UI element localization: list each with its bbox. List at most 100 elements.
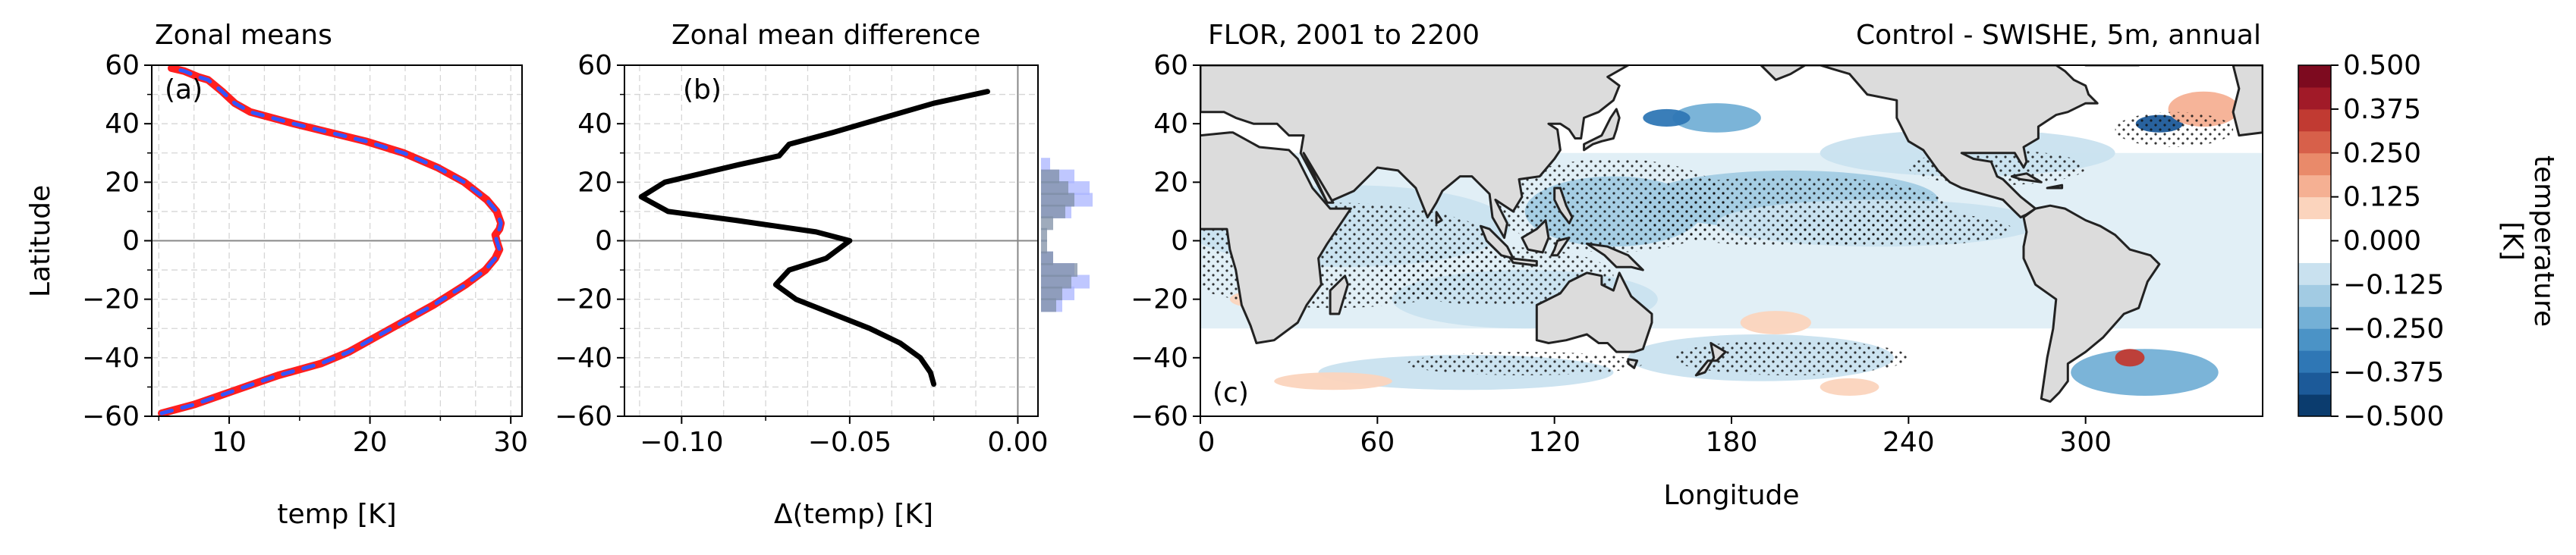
x-tick-label: 60 [1360, 427, 1395, 458]
y-tick-label: −20 [82, 284, 140, 315]
x-tick-label: 30 [493, 427, 528, 458]
panel-b-x-ticks: −0.10 −0.05 0.00 [640, 416, 1048, 458]
y-tick-label: −20 [1131, 284, 1188, 315]
histogram-bar-steelgray [1041, 169, 1059, 183]
panel-a-x-ticks: 10 20 30 [158, 416, 528, 458]
stipple-region [1407, 352, 1643, 375]
land-sri-lanka [1435, 211, 1443, 224]
land-tasmania [1627, 358, 1639, 369]
y-tick-label: −60 [82, 401, 140, 432]
colorbar-tick-label: −0.375 [2343, 357, 2444, 388]
colorbar-band [2298, 196, 2331, 220]
histogram-bar-lavender [1041, 158, 1050, 172]
colorbar-tick-label: 0.125 [2343, 182, 2421, 213]
stipple-region [1776, 211, 2012, 247]
histogram-bar-steelgray [1041, 240, 1047, 254]
panel-b-lines [638, 89, 990, 387]
panel-a-title: Zonal means [155, 20, 332, 51]
land-java [1508, 257, 1538, 267]
colorbar-band [2298, 350, 2331, 373]
colorbar-tick-label: −0.500 [2343, 401, 2444, 432]
panel-b-title: Zonal mean difference [672, 20, 980, 51]
panel-a-y-ticks: −60 −40 −20 0 20 40 60 [82, 50, 152, 432]
anomaly-region [1672, 103, 1761, 133]
panel-b-histogram [1041, 158, 1093, 312]
y-tick-label: 60 [577, 50, 612, 81]
anomaly-region [1274, 372, 1392, 390]
colorbar-tick-label: −0.125 [2343, 269, 2444, 300]
land-japan [1583, 108, 1621, 152]
panel-c-x-ticks: 0 60 120 180 240 300 [1198, 416, 2112, 458]
panel-b-y-ticks: −60 −40 −20 0 20 40 60 [555, 50, 624, 432]
colorbar: −0.500 −0.375 −0.250 −0.125 0.000 0.125 0.250 0… [2298, 50, 2559, 432]
histogram-bar-steelgray [1041, 193, 1074, 207]
histogram-bar-steelgray [1041, 181, 1068, 196]
colorbar-label-line: [K] [2496, 221, 2527, 261]
colorbar-tick-label: 0.250 [2343, 138, 2421, 169]
x-tick-label: 240 [1882, 427, 1935, 458]
anomaly-region [1643, 108, 1691, 127]
colorbar-ticks: −0.500 −0.375 −0.250 −0.125 0.000 0.125 0.250 0… [2331, 50, 2444, 432]
panel-a-ylabel: Latitude [25, 185, 56, 297]
histogram-bar-steelgray [1041, 286, 1062, 300]
histogram-bar-steelgray [1041, 263, 1077, 278]
y-tick-label: 60 [1153, 50, 1188, 81]
histogram-bar-steelgray [1041, 298, 1056, 312]
colorbar-band [2298, 130, 2331, 154]
anomaly-region [2115, 349, 2145, 367]
panel-c-label: (c) [1213, 378, 1249, 409]
colorbar-band [2298, 306, 2331, 329]
histogram-bar-steelgray [1041, 227, 1047, 242]
difference-line [638, 89, 990, 387]
panel-a-lines [158, 65, 505, 416]
map-land [1200, 65, 2263, 403]
profile-line-1 [159, 66, 503, 415]
colorbar-band [2298, 328, 2331, 351]
y-tick-label: −60 [555, 401, 612, 432]
panel-c-title-right: Control - SWISHE, 5m, annual [1856, 20, 2261, 51]
land-arabia-gap [1302, 152, 1335, 204]
colorbar-band [2298, 108, 2331, 132]
y-tick-label: −40 [1131, 343, 1188, 374]
panel-c-y-ticks: −60 −40 −20 0 20 40 60 [1131, 50, 1200, 432]
panel-b-xlabel: Δ(temp) [K] [774, 499, 933, 530]
histogram-bar-steelgray [1041, 251, 1053, 265]
y-tick-label: 0 [1171, 226, 1188, 257]
histogram-bar-steelgray [1041, 216, 1053, 230]
colorbar-band [2298, 86, 2331, 110]
colorbar-band [2298, 65, 2331, 88]
histogram-bar-steelgray [1041, 204, 1065, 218]
colorbar-band [2298, 152, 2331, 176]
y-tick-label: 40 [1153, 108, 1188, 140]
land-europe-asia [1200, 65, 1630, 240]
y-tick-label: 40 [577, 108, 612, 140]
y-tick-label: 20 [1153, 167, 1188, 198]
land-new-guinea [1585, 242, 1644, 271]
x-tick-label: 0 [1198, 427, 1216, 458]
y-tick-label: 40 [105, 108, 140, 140]
anomaly-region [2071, 349, 2219, 396]
stipple-region [1672, 340, 1909, 375]
y-tick-label: 0 [595, 226, 612, 257]
land-north-america [1760, 65, 2099, 219]
colorbar-bands [2298, 65, 2331, 417]
colorbar-tick-label: −0.250 [2343, 313, 2444, 344]
colorbar-tick-label: 0.500 [2343, 50, 2421, 81]
panel-b: Zonal mean difference −60 −40 −20 0 20 40 60 −… [555, 20, 1093, 530]
y-tick-label: −20 [555, 284, 612, 315]
land-africa [1200, 131, 1352, 344]
x-tick-label: 300 [2059, 427, 2112, 458]
colorbar-band [2298, 372, 2331, 395]
panel-b-label: (b) [683, 74, 722, 105]
y-tick-label: 20 [577, 167, 612, 198]
x-tick-label: −0.05 [808, 427, 892, 458]
x-tick-label: 20 [353, 427, 388, 458]
colorbar-tick-label: 0.375 [2343, 94, 2421, 125]
anomaly-region [1820, 378, 1879, 396]
x-tick-label: 0.00 [987, 427, 1048, 458]
panel-c: FLOR, 2001 to 2200 Control - SWISHE, 5m,… [1131, 20, 2263, 511]
land-cuba [2010, 172, 2043, 183]
colorbar-band [2298, 394, 2331, 417]
land-south-america [2022, 204, 2161, 403]
